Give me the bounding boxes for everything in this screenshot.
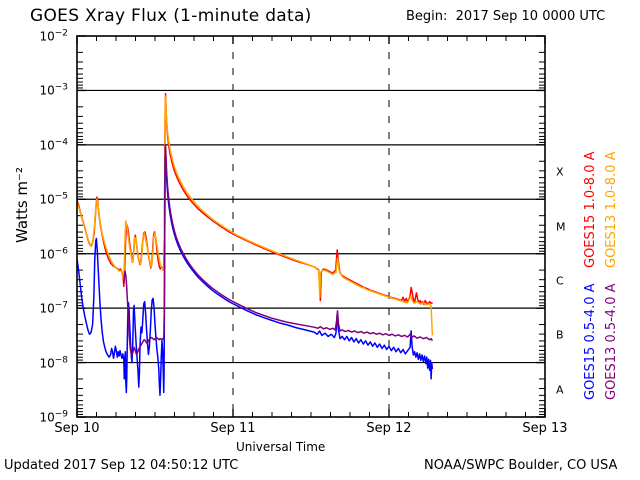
series-line-1 bbox=[77, 95, 434, 336]
flare-class-a: A bbox=[556, 383, 564, 397]
y-axis-tick-label: 10−6 bbox=[39, 246, 68, 262]
y-axis-tick-label: 10−9 bbox=[39, 409, 68, 425]
series-line-3 bbox=[123, 144, 434, 356]
y-axis-tick-label: 10−4 bbox=[39, 137, 68, 153]
y-axis-tick-label: 10−2 bbox=[39, 28, 68, 44]
begin-time-label: Begin: 2017 Sep 10 0000 UTC bbox=[406, 9, 606, 24]
x-axis-label: Universal Time bbox=[236, 440, 326, 454]
updated-timestamp: Updated 2017 Sep 12 04:50:12 UTC bbox=[4, 458, 239, 473]
page-title: GOES Xray Flux (1-minute data) bbox=[30, 6, 312, 26]
legend-goes13-long: GOES13 1.0-8.0 A bbox=[604, 151, 619, 268]
flare-class-c: C bbox=[556, 274, 564, 288]
x-axis-tick-label: Sep 12 bbox=[366, 421, 412, 436]
flare-class-m: M bbox=[556, 220, 566, 233]
flare-class-x: X bbox=[556, 165, 564, 179]
x-axis-tick-label: Sep 11 bbox=[210, 421, 256, 436]
y-axis-tick-label: 10−7 bbox=[39, 300, 68, 316]
x-axis-tick-label: Sep 10 bbox=[54, 421, 100, 436]
legend-goes15-short: GOES15 0.5-4.0 A bbox=[583, 283, 598, 400]
plot-frame bbox=[76, 35, 546, 418]
y-axis-tick-label: 10−5 bbox=[39, 191, 68, 207]
y-axis-tick-label: 10−3 bbox=[39, 82, 68, 98]
legend-goes15-long: GOES15 1.0-8.0 A bbox=[583, 151, 598, 268]
x-axis-tick-label: Sep 13 bbox=[522, 421, 568, 436]
legend-goes13-short: GOES13 0.5-4.0 A bbox=[604, 283, 619, 400]
series-line-2 bbox=[77, 145, 434, 396]
flare-class-b: B bbox=[556, 328, 564, 342]
credit-label: NOAA/SWPC Boulder, CO USA bbox=[424, 458, 618, 473]
y-axis-tick-label: 10−8 bbox=[39, 355, 68, 371]
